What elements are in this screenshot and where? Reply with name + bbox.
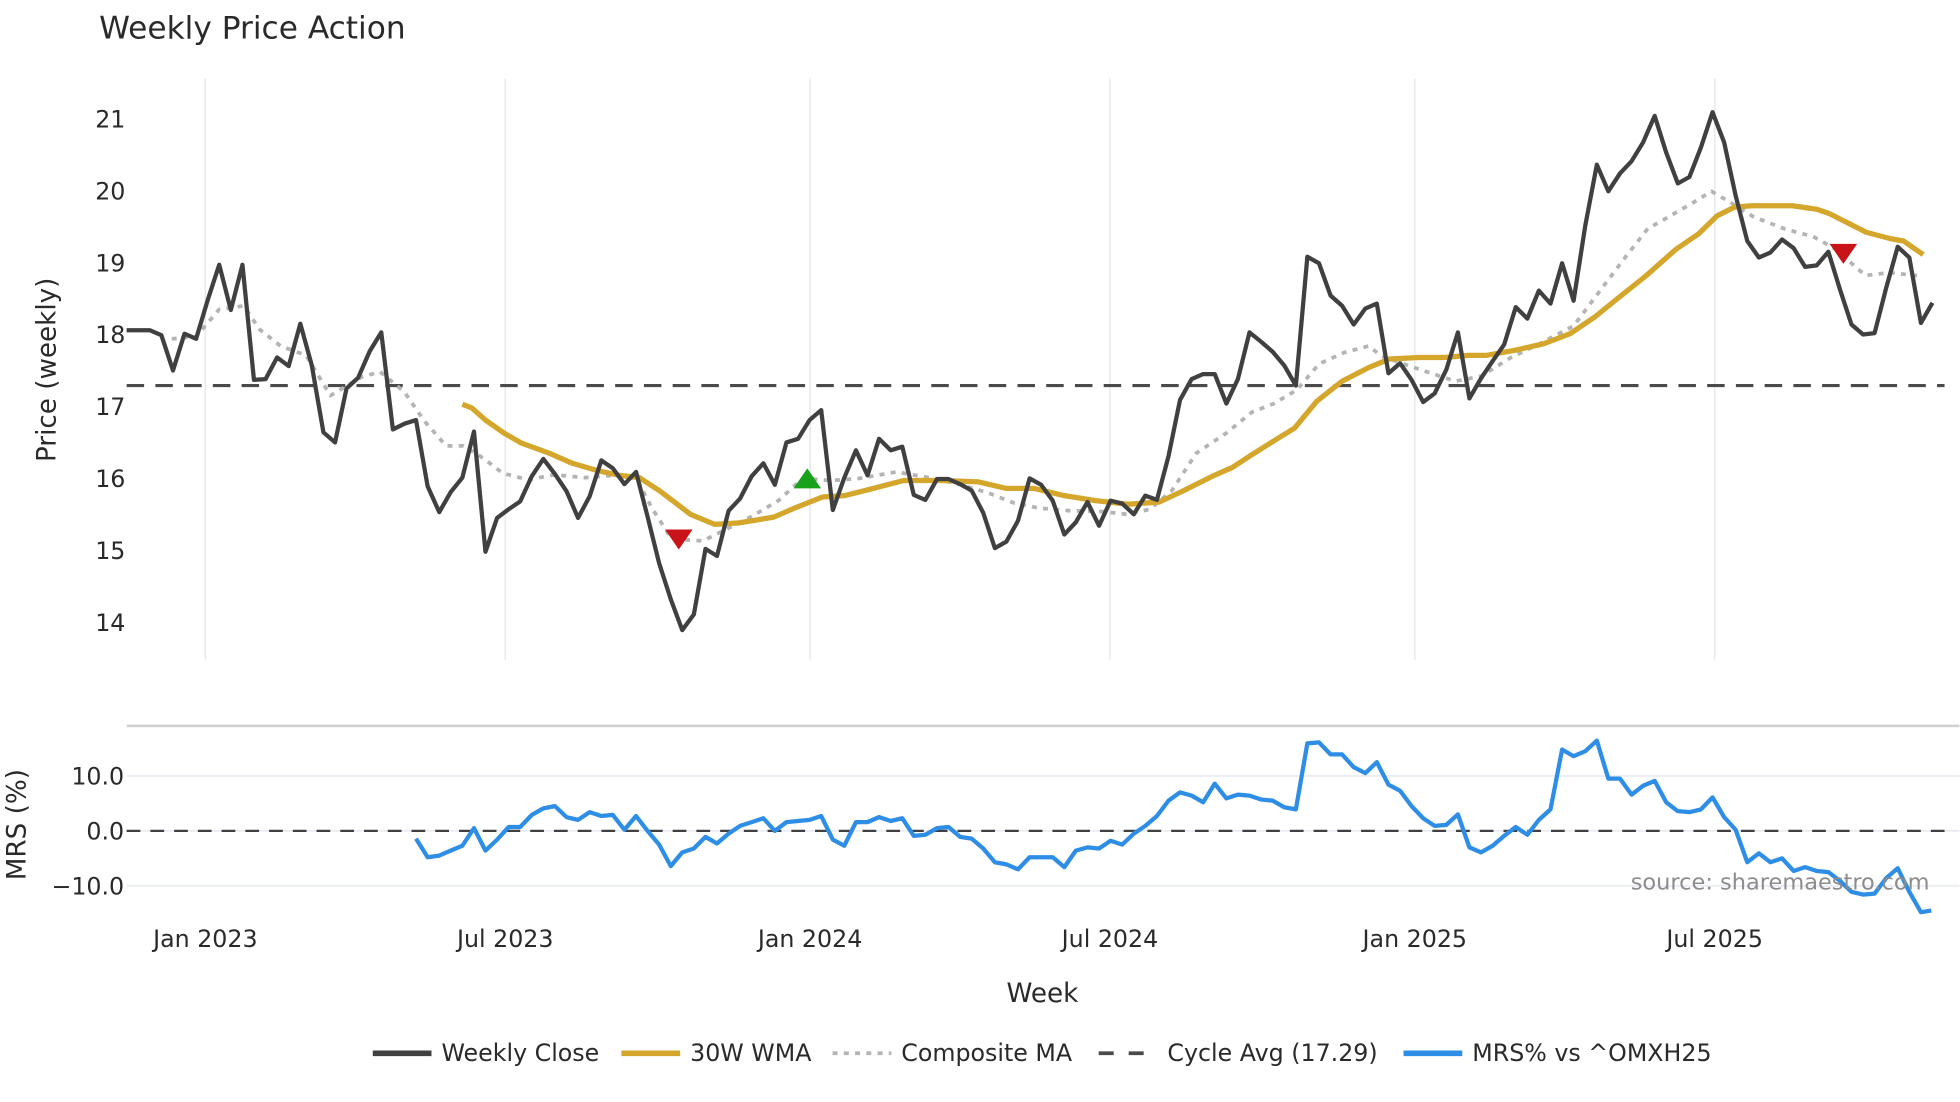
- price-y-tick: 14: [95, 609, 125, 637]
- sell-signal-triangle-down-icon: [1829, 243, 1858, 264]
- x-tick: Jul 2024: [1060, 925, 1159, 953]
- mrs-y-axis: 10.0 0.0 −10.0: [51, 763, 124, 901]
- legend: Weekly Close 30W WMA Composite MA Cycle Avg…: [372, 1039, 1712, 1067]
- 30w-wma-line: [461, 203, 1925, 528]
- x-tick: Jul 2023: [455, 925, 554, 953]
- price-y-tick: 19: [95, 249, 125, 277]
- price-y-tick: 15: [95, 537, 125, 565]
- signal-markers: [665, 243, 1858, 550]
- chart-title: Weekly Price Action: [99, 11, 405, 47]
- x-axis-title: Week: [1007, 979, 1080, 1009]
- price-y-tick: 20: [95, 177, 125, 205]
- buy-signal-triangle-up-icon: [793, 468, 822, 489]
- legend-label: 30W WMA: [690, 1039, 812, 1067]
- price-y-axis-title: Price (weekly): [32, 278, 62, 462]
- mrs-series-group: [414, 738, 1932, 915]
- x-tick: Jan 2024: [756, 925, 862, 953]
- legend-item[interactable]: Weekly Close: [372, 1039, 599, 1067]
- x-tick: Jan 2023: [151, 925, 257, 953]
- price-y-tick: 16: [95, 465, 125, 493]
- price-series-group: [126, 110, 1935, 633]
- price-y-tick: 17: [95, 393, 125, 421]
- composite-ma-line: [171, 189, 1923, 543]
- mrs-line: [414, 738, 1932, 915]
- price-y-tick: 18: [95, 321, 125, 349]
- legend-label: Weekly Close: [441, 1039, 599, 1067]
- legend-label: Cycle Avg (17.29): [1167, 1039, 1377, 1067]
- mrs-y-tick: 10.0: [71, 763, 124, 791]
- legend-item[interactable]: Composite MA: [832, 1039, 1073, 1067]
- mrs-y-axis-title: MRS (%): [2, 769, 32, 880]
- mrs-y-tick: −10.0: [51, 873, 124, 901]
- x-tick: Jan 2025: [1361, 925, 1467, 953]
- legend-label: Composite MA: [901, 1039, 1073, 1067]
- legend-item[interactable]: 30W WMA: [621, 1039, 812, 1067]
- weekly-close-line: [126, 110, 1935, 633]
- sell-signal-triangle-down-icon: [665, 529, 693, 550]
- legend-item[interactable]: MRS% vs ^OMXH25: [1403, 1039, 1712, 1067]
- legend-label: MRS% vs ^OMXH25: [1472, 1039, 1711, 1067]
- price-y-axis: 14 15 16 17 18 19 20 21: [95, 105, 125, 637]
- x-axis: Jan 2023 Jul 2023 Jan 2024 Jul 2024 Jan 2025…: [151, 925, 1763, 953]
- mrs-y-tick: 0.0: [86, 818, 124, 846]
- x-tick: Jul 2025: [1664, 925, 1763, 953]
- legend-item[interactable]: Cycle Avg (17.29): [1098, 1039, 1378, 1067]
- price-y-tick: 21: [95, 105, 125, 133]
- source-watermark: source: sharemaestro.com: [1631, 870, 1930, 896]
